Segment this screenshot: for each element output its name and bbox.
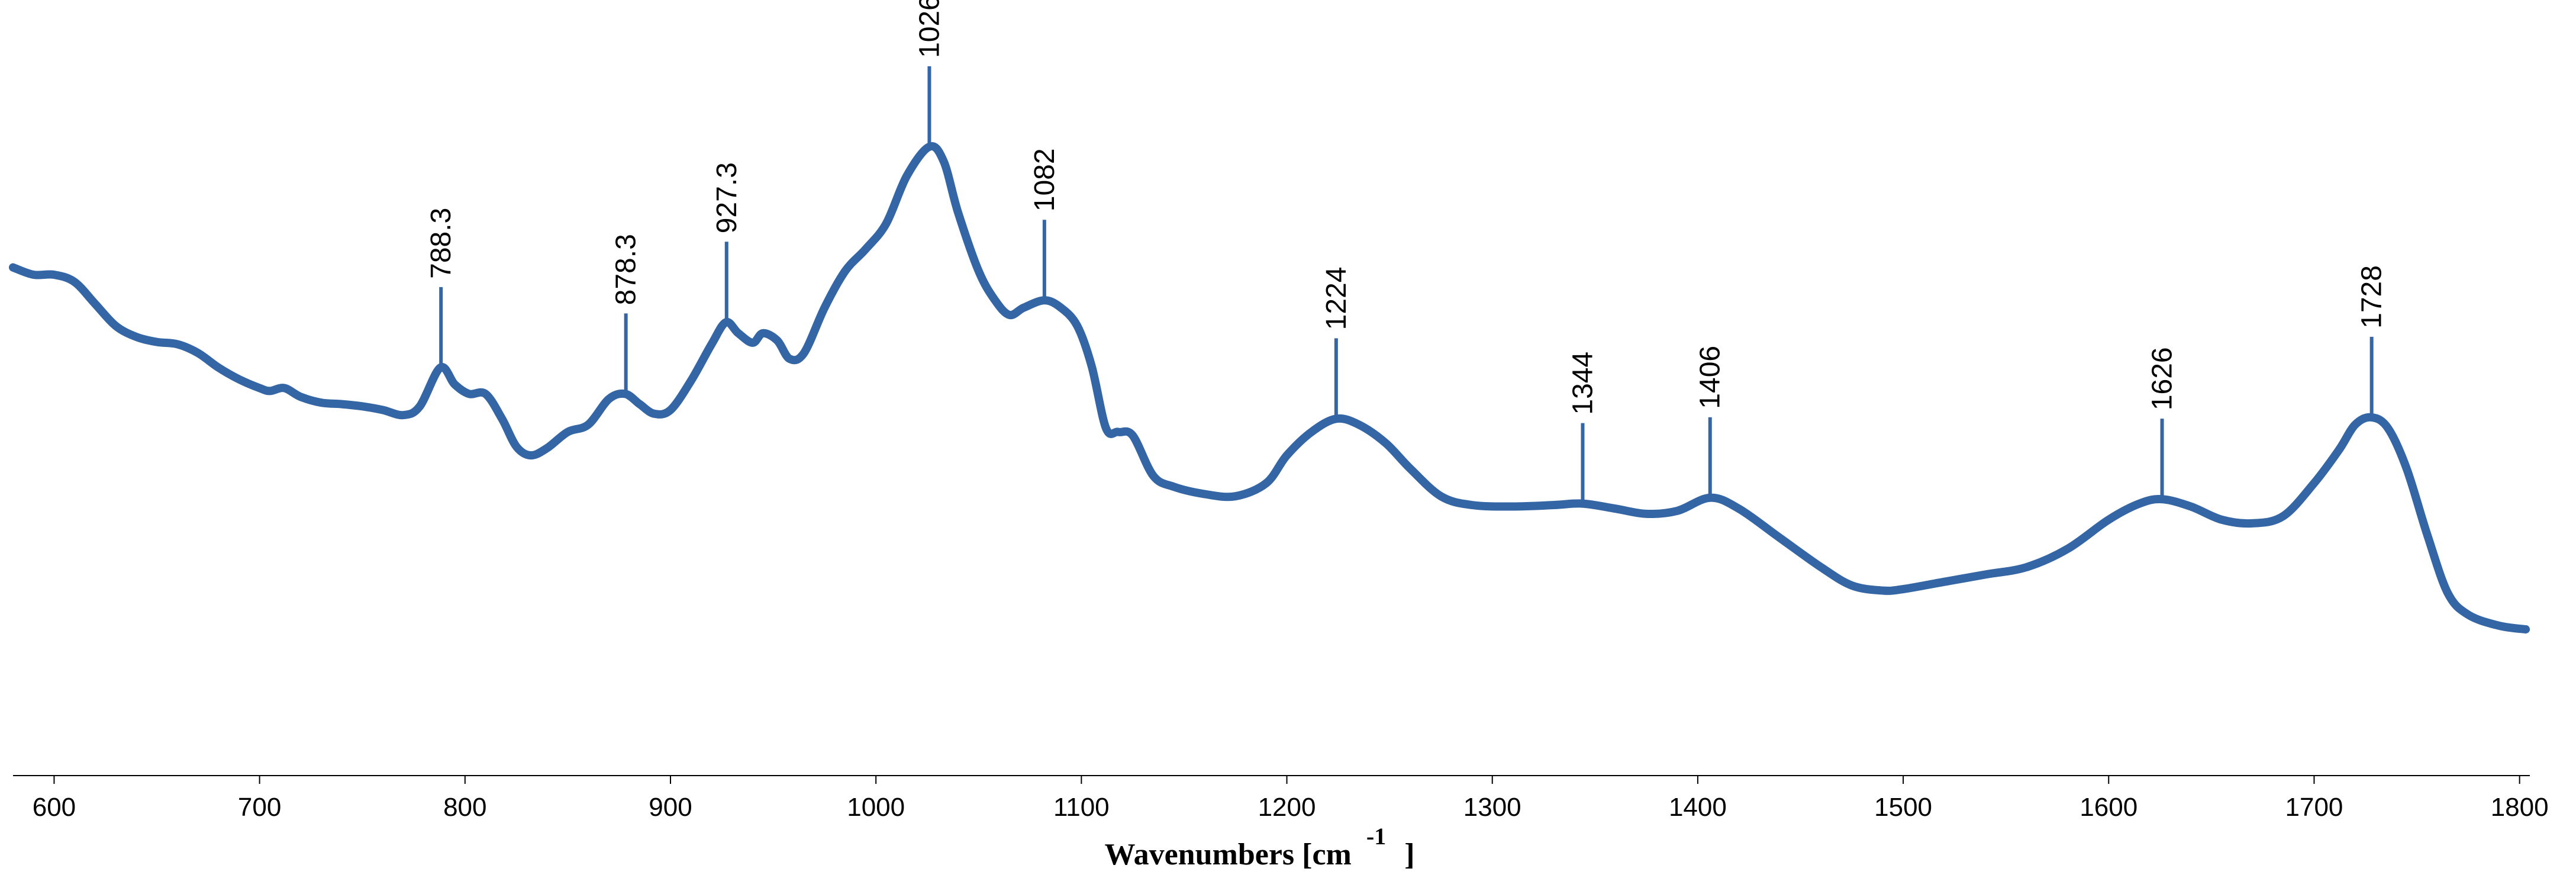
- peak-markers: 788.3 878.3 927.3 1026 1082 1224 1344 1406 1626 1…: [425, 0, 2388, 500]
- peak-label: 788.3: [425, 208, 457, 279]
- x-axis-title: Wavenumbers [cm -1 ]: [1104, 818, 1414, 872]
- spectrum-line: [9, 142, 2530, 633]
- peak-label: 927.3: [711, 162, 743, 233]
- x-tick-label: 1700: [2285, 793, 2343, 822]
- x-tick-label: 1600: [2080, 793, 2137, 822]
- plot-area: [9, 142, 2530, 633]
- peak-label: 1626: [2147, 347, 2178, 410]
- x-tick-label: 1300: [1463, 793, 1521, 822]
- x-tick-label: 1000: [847, 793, 905, 822]
- peak-label: 1026: [914, 0, 945, 58]
- x-axis-title-superscript: -1: [1366, 823, 1386, 850]
- x-tick-label: 800: [443, 793, 486, 822]
- x-tick-label: 700: [238, 793, 281, 822]
- x-axis-title-close: ]: [1404, 838, 1414, 872]
- x-axis-ticks: 600 700 800 900 1000 1100 1200 1300 1400 1500 1600…: [33, 776, 2549, 822]
- x-tick-label: 1200: [1258, 793, 1316, 822]
- x-tick-label: 1100: [1053, 793, 1110, 822]
- x-tick-label: 600: [33, 793, 76, 822]
- peak-label: 1082: [1029, 148, 1060, 211]
- peak-label: 1224: [1321, 267, 1352, 330]
- peak-label: 878.3: [611, 234, 642, 305]
- x-tick-label: 1500: [1874, 793, 1932, 822]
- peak-label: 1728: [2356, 265, 2388, 329]
- x-tick-label: 900: [649, 793, 692, 822]
- x-axis-title-main: Wavenumbers [cm: [1104, 838, 1351, 872]
- peak-label: 1406: [1695, 346, 1726, 409]
- peak-label: 1344: [1567, 352, 1598, 415]
- x-tick-label: 1400: [1669, 793, 1727, 822]
- x-tick-label: 1800: [2491, 793, 2549, 822]
